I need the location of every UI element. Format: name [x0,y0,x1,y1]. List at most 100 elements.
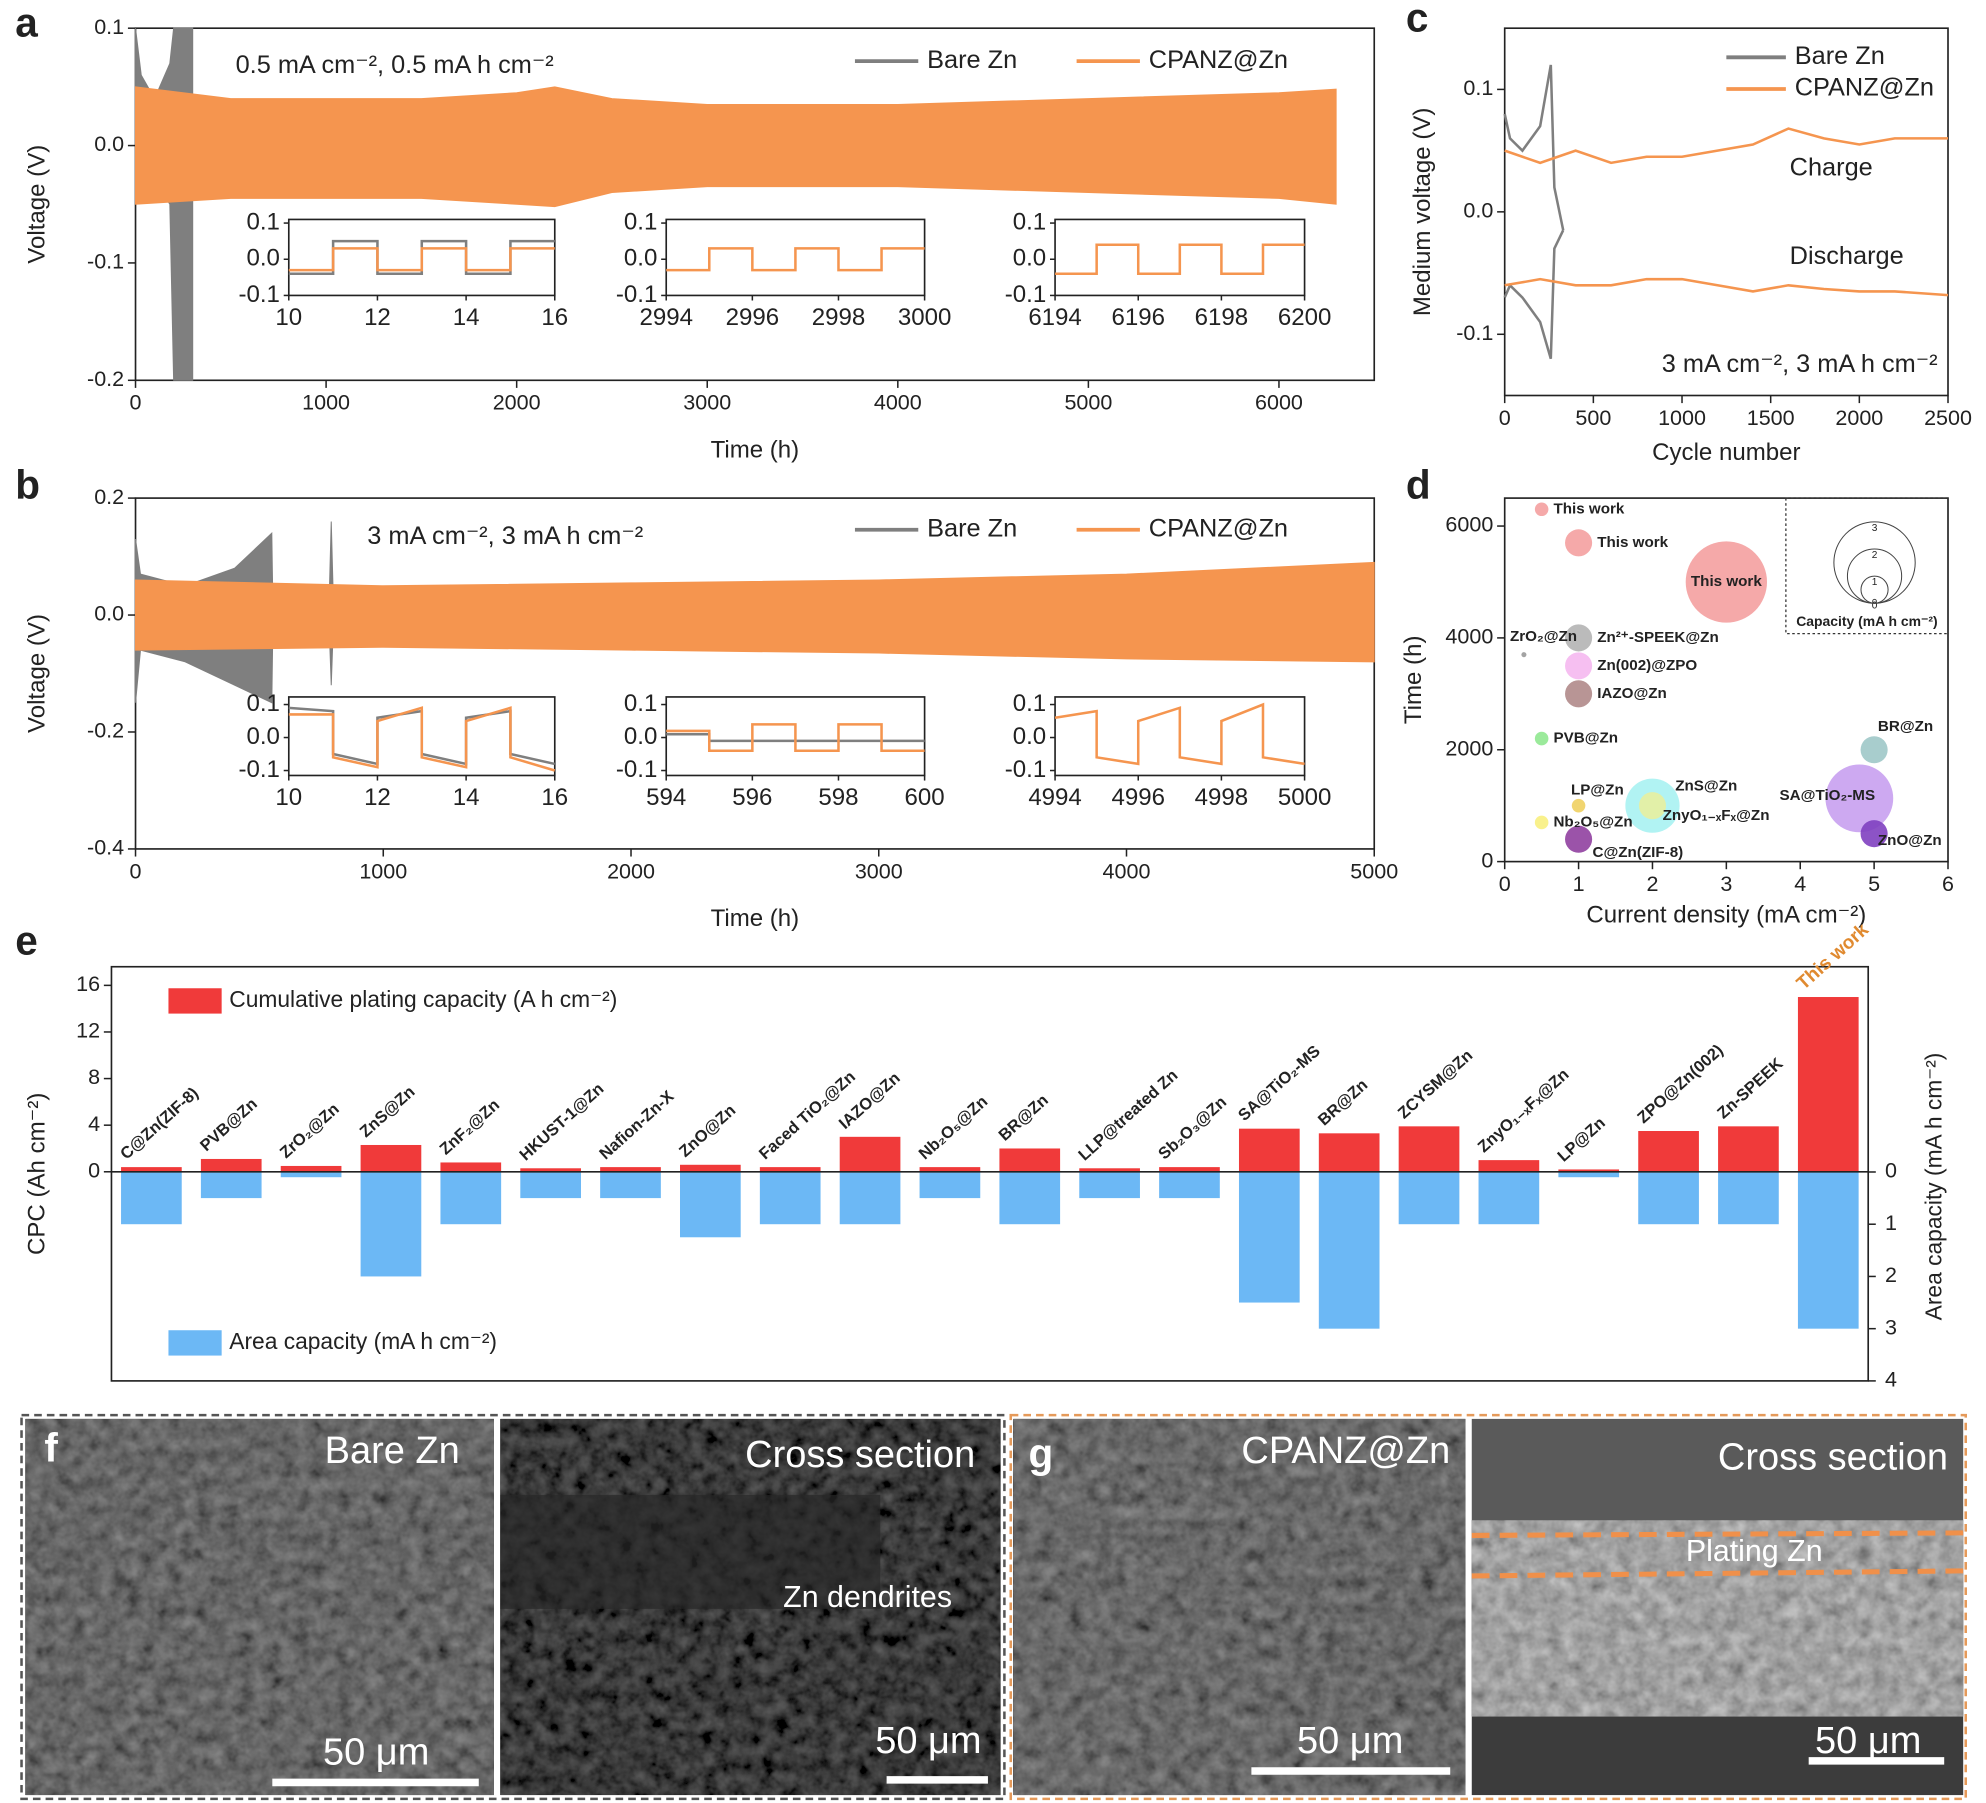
bar [759,1167,821,1172]
bar [680,1171,741,1238]
point-label: This work [1691,573,1762,590]
y-tick-label: 0.0 [624,245,657,272]
y-tick-label: -0.1 [1005,281,1046,308]
bar [1318,1171,1380,1329]
size-legend-title: Capacity (mA h cm⁻²) [1796,613,1937,629]
legend-swatch [168,1330,222,1356]
x-tick-label: 6196 [1111,304,1165,331]
bar [680,1164,741,1172]
bar [520,1171,581,1199]
image-title: CPANZ@Zn [1241,1430,1450,1472]
bar [919,1167,981,1172]
bar [1558,1169,1620,1172]
bar [1718,1126,1779,1172]
x-tick-label: 2000 [493,391,541,415]
point-label: IAZO@Zn [1597,685,1667,702]
scale-label: 50 μm [1815,1720,1921,1762]
x-tick-label: 12 [364,304,391,331]
panel-label: a [15,0,38,45]
y-tick-label: 0.1 [246,690,279,717]
bar [360,1144,422,1172]
x-tick-label: 6 [1942,872,1954,896]
voltage-band [135,561,1375,663]
size-legend-tick: 1 [1872,577,1878,588]
legend-label: Bare Zn [927,46,1017,74]
y2-tick-label: 0 [1885,1159,1897,1183]
y-tick-label: -0.2 [87,719,124,743]
x-axis-label: Time (h) [711,905,800,932]
sem-image [1471,1520,1964,1717]
x-tick-label: 14 [453,304,480,331]
bar [520,1168,581,1172]
x-tick-label: 4 [1794,872,1806,896]
y-tick-label: 0 [1481,848,1493,872]
bar [919,1171,981,1199]
bubble [1565,652,1593,680]
y-tick-label: 2000 [1445,736,1493,760]
point-label: BR@Zn [1878,718,1933,735]
point-label: ZnS@Zn [1675,778,1737,795]
bubble [1521,652,1527,658]
x-tick-label: 16 [541,304,568,331]
scale-label: 50 μm [875,1720,981,1762]
bubble [1534,502,1549,517]
y-axis-label: Time (h) [1400,636,1427,725]
panel-label: g [1028,1431,1053,1477]
bubble [1860,820,1888,848]
x-tick-label: 1 [1573,872,1585,896]
x-tick-label: 500 [1575,406,1611,430]
x-tick-label: 2000 [607,859,655,883]
bubble [1565,680,1593,708]
x-tick-label: 3 [1720,872,1732,896]
x-tick-label: 6200 [1278,304,1332,331]
y2-tick-label: 1 [1885,1211,1897,1235]
y-tick-label: 0.0 [246,245,279,272]
bar [1718,1171,1779,1225]
bar [1478,1160,1540,1172]
x-axis-label: Cycle number [1652,439,1800,466]
bar [121,1167,182,1172]
y-tick-label: 0.1 [1463,76,1493,100]
x-tick-label: 4996 [1111,784,1165,811]
bubble [1565,825,1593,853]
y-tick-label: 0.0 [94,132,124,156]
y-tick-label: 0.2 [94,485,124,509]
point-label: Zn(002)@ZPO [1597,657,1697,674]
x-tick-label: 5000 [1064,391,1112,415]
bubble [1534,731,1549,746]
x-tick-label: 2998 [812,304,866,331]
bar [600,1167,661,1172]
x-tick-label: 6194 [1028,304,1082,331]
point-label: This work [1553,500,1624,517]
bar [280,1165,342,1172]
size-legend-circle [1833,521,1916,604]
y-tick-label: -0.1 [238,756,279,783]
y-tick-label: 0.1 [624,208,657,235]
x-tick-label: 14 [453,784,480,811]
size-legend-tick: 2 [1872,550,1878,561]
point-label: ZnyO₁₋ₓFₓ@Zn [1663,807,1770,824]
data-line [1504,127,1949,165]
voltage-band [135,86,1337,208]
point-label: SA@TiO₂-MS [1780,787,1876,804]
legend-label: CPANZ@Zn [1149,46,1288,74]
y-tick-label: 8 [88,1065,100,1089]
y-tick-label: 6000 [1445,513,1493,537]
y-tick-label: 0.0 [1013,245,1046,272]
x-tick-label: 4994 [1028,784,1082,811]
scale-label: 50 μm [1297,1720,1403,1762]
sem-background [1471,1418,1964,1521]
x-tick-label: 3000 [683,391,731,415]
legend-label: Area capacity (mA h cm⁻²) [229,1328,497,1354]
bar [1398,1171,1460,1225]
legend-label: CPANZ@Zn [1149,514,1288,542]
bubble [1638,792,1667,820]
y-tick-label: -0.1 [238,281,279,308]
y-tick-label: 16 [76,972,100,996]
panel-label: d [1406,462,1431,508]
y-tick-label: 0.1 [1013,208,1046,235]
y-tick-label: 0.1 [624,690,657,717]
panel-label: f [44,1424,58,1470]
y-tick-label: -0.4 [87,836,124,860]
bar [1558,1171,1620,1178]
